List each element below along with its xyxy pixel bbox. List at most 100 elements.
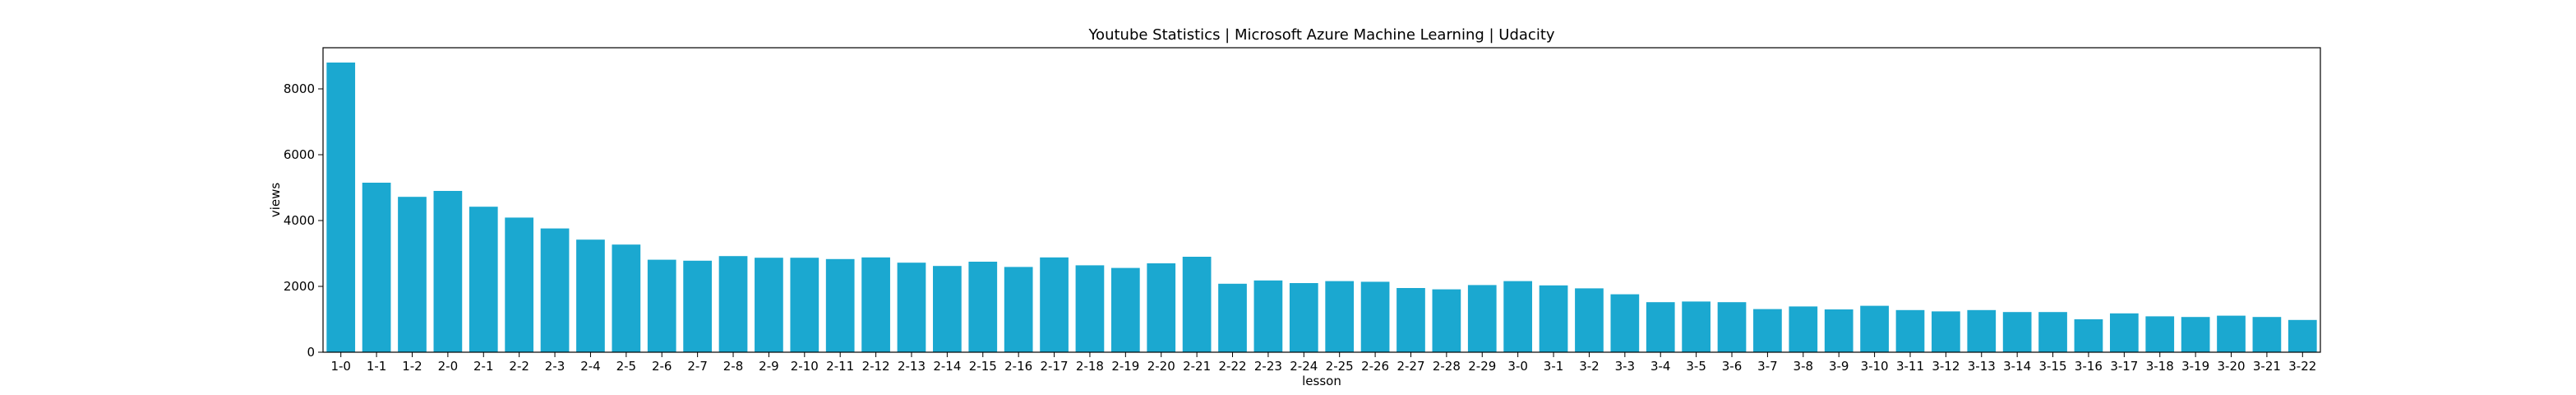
bar-2-24 <box>1289 283 1318 352</box>
x-tick-label: 2-25 <box>1326 359 1354 374</box>
x-tick-label: 3-3 <box>1615 359 1636 374</box>
bar-3-13 <box>1967 309 1997 352</box>
bar-2-21 <box>1182 257 1212 352</box>
x-tick-label: 2-16 <box>1004 359 1032 374</box>
x-tick-label: 3-13 <box>1968 359 1996 374</box>
x-tick-label: 2-10 <box>791 359 819 374</box>
x-tick-label: 2-24 <box>1290 359 1318 374</box>
bar-3-20 <box>2217 315 2246 352</box>
bar-2-19 <box>1110 267 1140 352</box>
x-tick-label: 3-19 <box>2181 359 2209 374</box>
bar-3-5 <box>1682 301 1710 352</box>
x-tick-label: 3-12 <box>1932 359 1960 374</box>
plot-frame <box>322 47 2321 353</box>
bar-3-22 <box>2287 319 2317 352</box>
bar-2-25 <box>1325 281 1355 352</box>
bar-2-28 <box>1432 289 1461 352</box>
bar-2-10 <box>790 258 819 352</box>
x-axis: 1-0 1-1 1-2 2-0 2-1 2-2 2-3 2-4 2-5 2-6 2-7 2-8 2-9 2… <box>330 352 2316 374</box>
x-tick-label: 3-11 <box>1896 359 1924 374</box>
x-tick-label: 3-4 <box>1650 359 1671 374</box>
bar-3-1 <box>1539 285 1568 352</box>
x-tick-label: 3-5 <box>1686 359 1706 374</box>
x-tick-label: 3-18 <box>2146 359 2174 374</box>
bar-2-8 <box>718 256 748 352</box>
x-tick-label: 2-3 <box>545 359 566 374</box>
x-tick-label: 2-22 <box>1218 359 1246 374</box>
bar-2-13 <box>897 263 926 352</box>
y-axis: 0 2000 4000 6000 8000 <box>284 81 323 360</box>
x-tick-label: 2-19 <box>1111 359 1139 374</box>
bar-2-2 <box>505 217 534 352</box>
y-tick-label: 4000 <box>284 213 315 228</box>
y-tick-label: 0 <box>307 345 315 360</box>
x-tick-label: 2-6 <box>652 359 672 374</box>
bar-2-22 <box>1218 283 1247 352</box>
chart-title: Youtube Statistics | Microsoft Azure Mac… <box>1087 26 1554 44</box>
bar-1-1 <box>362 183 391 352</box>
x-tick-label: 2-21 <box>1183 359 1211 374</box>
bar-3-14 <box>2002 312 2032 352</box>
bar-1-2 <box>398 197 427 352</box>
bar-3-21 <box>2252 317 2282 352</box>
bar-3-19 <box>2181 317 2210 352</box>
x-tick-label: 3-0 <box>1507 359 1528 374</box>
bar-3-11 <box>1895 309 1925 352</box>
x-tick-label: 2-11 <box>826 359 854 374</box>
bar-2-12 <box>861 257 890 352</box>
bar-3-0 <box>1503 281 1533 352</box>
bar-2-23 <box>1253 280 1283 352</box>
x-tick-label: 3-15 <box>2039 359 2067 374</box>
y-axis-label: views <box>268 183 283 218</box>
x-tick-label: 3-7 <box>1757 359 1778 374</box>
bar-3-12 <box>1932 311 1960 352</box>
bar-3-18 <box>2145 316 2175 352</box>
x-tick-label: 2-5 <box>616 359 637 374</box>
x-tick-label: 2-28 <box>1433 359 1461 374</box>
bar-1-0 <box>326 63 356 352</box>
bar-2-27 <box>1396 288 1425 352</box>
x-tick-label: 3-17 <box>2110 359 2138 374</box>
bar-3-7 <box>1753 309 1782 352</box>
bar-2-15 <box>968 262 998 352</box>
x-axis-label: lesson <box>1302 374 1341 388</box>
x-tick-label: 1-1 <box>367 359 387 374</box>
x-tick-label: 3-21 <box>2253 359 2281 374</box>
bar-3-16 <box>2074 319 2103 352</box>
x-tick-label: 2-23 <box>1254 359 1282 374</box>
x-tick-label: 2-14 <box>933 359 961 374</box>
bar-2-29 <box>1467 285 1497 352</box>
x-tick-label: 2-12 <box>862 359 890 374</box>
x-tick-label: 1-2 <box>402 359 422 374</box>
bar-2-0 <box>433 191 463 352</box>
bars-group <box>326 63 2317 352</box>
bar-2-11 <box>825 258 855 352</box>
bar-3-17 <box>2109 313 2139 352</box>
bar-2-26 <box>1360 281 1390 352</box>
x-tick-label: 3-20 <box>2217 359 2245 374</box>
bar-2-3 <box>540 228 570 352</box>
bar-3-3 <box>1610 294 1640 352</box>
x-tick-label: 3-9 <box>1829 359 1849 374</box>
x-tick-label: 1-0 <box>330 359 351 374</box>
bar-2-9 <box>755 258 783 352</box>
x-tick-label: 2-13 <box>898 359 926 374</box>
x-tick-label: 2-15 <box>969 359 997 374</box>
x-tick-label: 3-1 <box>1544 359 1564 374</box>
x-tick-label: 2-2 <box>509 359 529 374</box>
x-tick-label: 2-4 <box>580 359 601 374</box>
x-tick-label: 2-27 <box>1396 359 1424 374</box>
bar-2-7 <box>683 260 712 352</box>
bar-3-8 <box>1789 306 1818 352</box>
bar-2-20 <box>1147 263 1176 352</box>
y-tick-label: 6000 <box>284 147 315 162</box>
bar-3-2 <box>1575 288 1604 352</box>
x-tick-label: 3-6 <box>1722 359 1743 374</box>
x-tick-label: 2-1 <box>473 359 494 374</box>
x-tick-label: 3-8 <box>1794 359 1814 374</box>
bar-2-17 <box>1040 257 1069 352</box>
bar-2-4 <box>576 239 605 352</box>
x-tick-label: 2-18 <box>1076 359 1104 374</box>
x-tick-label: 3-22 <box>2288 359 2316 374</box>
